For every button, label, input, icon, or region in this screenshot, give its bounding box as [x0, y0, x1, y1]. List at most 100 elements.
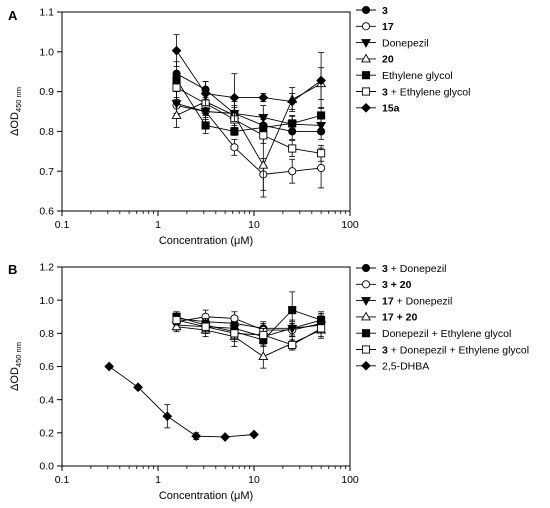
data-point: [229, 92, 240, 103]
y-tick-label: 0.8: [39, 126, 54, 138]
x-axis-label: Concentration (μM): [159, 235, 253, 247]
legend-label-bold: 3: [382, 86, 388, 98]
series-line: [176, 87, 322, 154]
y-tick-label: 1.0: [39, 295, 54, 307]
plot-frame: [61, 11, 351, 212]
legend-entry: Donepezil: [356, 37, 429, 49]
y-axis-label-subscript: 450 nm: [14, 342, 23, 367]
legend-marker: [361, 345, 371, 354]
x-tick-label: 0.1: [55, 219, 70, 231]
y-tick-label: 0.7: [39, 166, 54, 178]
series-line: [176, 324, 322, 338]
legend-marker: [361, 39, 371, 48]
y-axis-label-subscript: 450 nm: [14, 87, 23, 112]
legend-label-bold: 3 + 20: [382, 279, 412, 291]
legend-label: 17 + 20: [382, 312, 417, 324]
y-tick-label: 1.0: [39, 46, 54, 58]
legend-label: 20: [382, 54, 394, 66]
data-point: [230, 329, 239, 338]
y-tick-label: 0.4: [39, 394, 54, 406]
x-tick-label: 0.1: [55, 474, 70, 486]
series-line: [176, 79, 322, 132]
legend-marker: [361, 71, 371, 80]
legend-entry: 2,5-DHBA: [356, 361, 429, 373]
legend-marker: [361, 263, 371, 273]
y-tick-label: 0.9: [39, 86, 54, 98]
series-17-20: [171, 321, 327, 369]
x-axis-label: Concentration (μM): [159, 490, 253, 502]
data-point: [249, 429, 259, 440]
legend-label-bold: 17: [382, 295, 394, 307]
series-line: [176, 103, 322, 126]
legend-label-rest: + Ethylene glycol: [388, 86, 471, 98]
data-point: [220, 432, 230, 442]
series-20: [171, 67, 327, 198]
series-15a: [171, 34, 326, 122]
y-tick-label: 0.6: [39, 206, 54, 218]
legend-entry: 20: [356, 53, 394, 66]
legend-label: Ethylene glycol: [382, 70, 453, 82]
data-point: [288, 119, 297, 128]
data-point: [287, 96, 298, 107]
y-tick-label: 1.2: [39, 262, 54, 274]
legend-marker: [361, 53, 371, 63]
panel-a: A 0.6 0.7 0.8 0.9 1.0 1.1 0.1 1 10 100 Concentratio…: [8, 5, 470, 247]
data-point: [133, 382, 143, 393]
data-point: [317, 149, 326, 158]
x-tick-label: 10: [248, 219, 260, 231]
x-tick-label: 1: [155, 219, 161, 231]
series-line: [176, 309, 322, 341]
legend-entry: 3 + 20: [356, 279, 412, 291]
legend-marker: [361, 329, 371, 338]
y-tick-label: 0.6: [39, 361, 54, 373]
x-tick-label: 1: [155, 474, 161, 486]
data-point: [191, 431, 202, 441]
legend-marker: [361, 297, 371, 306]
data-point: [288, 167, 297, 176]
legend-entry: 15a: [356, 103, 400, 115]
legend-marker: [361, 360, 371, 371]
legend-marker: [361, 5, 371, 15]
y-tick-label: 0.2: [39, 427, 54, 439]
legend-label: 2,5-DHBA: [382, 361, 429, 373]
data-point: [288, 340, 297, 349]
data-point: [258, 114, 269, 123]
data-point: [171, 110, 182, 119]
legend-label: 3 + Ethylene glycol: [382, 86, 470, 98]
data-point: [317, 324, 326, 333]
legend-entry: Donepezil + Ethylene glycol: [356, 328, 511, 340]
x-tick-label: 10: [248, 474, 260, 486]
data-point: [259, 330, 268, 340]
y-tick-label: 0.8: [39, 328, 54, 340]
series-line: [176, 316, 322, 331]
data-point: [200, 88, 211, 99]
data-point: [104, 361, 115, 372]
series-2-5-dhba: [104, 361, 259, 442]
data-point: [258, 351, 269, 360]
legend-entry: 3 + Donepezil: [356, 263, 447, 275]
legend-entry: 17: [356, 21, 394, 33]
series-ethylene-glycol: [172, 71, 326, 136]
series-3-ethylene-glycol: [172, 75, 326, 162]
panel-label: A: [8, 8, 18, 23]
series-3-donepezil-ethylene-glycol: [172, 314, 326, 351]
x-tick-label: 100: [341, 474, 359, 486]
data-point: [171, 45, 182, 56]
data-point: [259, 131, 268, 140]
panel-b: B 0.0 0.2 0.4 0.6 0.8 1.0 1.2 0.1 1 10 100 Concentra…: [8, 262, 529, 502]
data-point: [201, 121, 210, 130]
data-point: [258, 159, 269, 169]
y-axis-label: ΔOD450 nm: [9, 342, 23, 391]
legend-label: 3: [382, 5, 388, 17]
data-point: [288, 144, 297, 153]
y-tick-label: 1.1: [39, 7, 54, 19]
legend-marker: [361, 102, 371, 113]
data-point: [317, 111, 326, 120]
series-17: [172, 97, 326, 191]
series-line: [176, 50, 322, 103]
legend-label-rest: + Donepezil: [388, 263, 447, 275]
legend-entry: Ethylene glycol: [356, 70, 453, 82]
legend-label-bold: 17 + 20: [382, 312, 417, 324]
legend-marker: [361, 280, 371, 289]
